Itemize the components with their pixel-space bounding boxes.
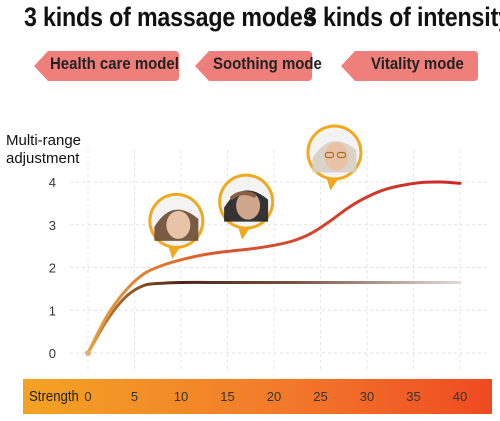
x-tick-label: 40 bbox=[452, 389, 468, 404]
portrait-face bbox=[324, 142, 349, 171]
x-tick-label: 5 bbox=[130, 389, 139, 404]
portrait-face bbox=[166, 210, 191, 239]
tag-arrow-shape bbox=[195, 51, 312, 81]
tag-arrow-shape bbox=[34, 51, 179, 81]
x-tick-label: 10 bbox=[173, 389, 189, 404]
chart-photos bbox=[148, 124, 363, 259]
mode-label: Soothing mode bbox=[213, 54, 322, 73]
chart-series bbox=[85, 180, 462, 356]
y-tick-label: 3 bbox=[49, 218, 56, 233]
strength-axis-bar: Strength 0 5 10 15 20 25 30 35 40 bbox=[23, 379, 492, 414]
x-tick-label: 0 bbox=[84, 389, 92, 404]
portrait-glasses bbox=[336, 151, 347, 159]
mode-label: Vitality mode bbox=[371, 54, 464, 73]
tired-man-icon bbox=[218, 173, 275, 240]
x-tick-label: 15 bbox=[220, 389, 235, 404]
elderly-woman-icon bbox=[306, 124, 363, 191]
y-tick-label: 2 bbox=[49, 261, 56, 276]
y-axis-label-line2: adjustment bbox=[6, 150, 80, 167]
x-axis-label: Strength bbox=[29, 388, 79, 405]
headline-intensity: 3 kinds of intensity bbox=[304, 2, 500, 32]
portrait-hand bbox=[230, 191, 257, 200]
y-tick-labels: 0 1 2 3 4 bbox=[49, 175, 56, 361]
mode-label: Health care model bbox=[50, 54, 179, 73]
series-line-flat bbox=[86, 280, 462, 355]
x-tick-label: 20 bbox=[266, 389, 282, 404]
tag-arrow-shape bbox=[341, 51, 478, 81]
y-axis-label-line1: Multi-range bbox=[6, 132, 82, 149]
y-tick-label: 0 bbox=[49, 346, 56, 361]
y-tick-label: 4 bbox=[49, 175, 56, 190]
headline-massage-modes: 3 kinds of massage modes bbox=[24, 2, 316, 32]
x-tick-label: 25 bbox=[313, 389, 328, 404]
sleeping-woman-icon bbox=[148, 192, 205, 259]
portrait-face bbox=[236, 191, 261, 220]
x-tick-label: 30 bbox=[359, 389, 375, 404]
y-tick-label: 1 bbox=[49, 303, 56, 318]
x-tick-label: 35 bbox=[406, 389, 421, 404]
series-line-rising bbox=[86, 180, 462, 355]
portrait-glasses bbox=[324, 151, 335, 159]
origin-point bbox=[85, 350, 91, 356]
